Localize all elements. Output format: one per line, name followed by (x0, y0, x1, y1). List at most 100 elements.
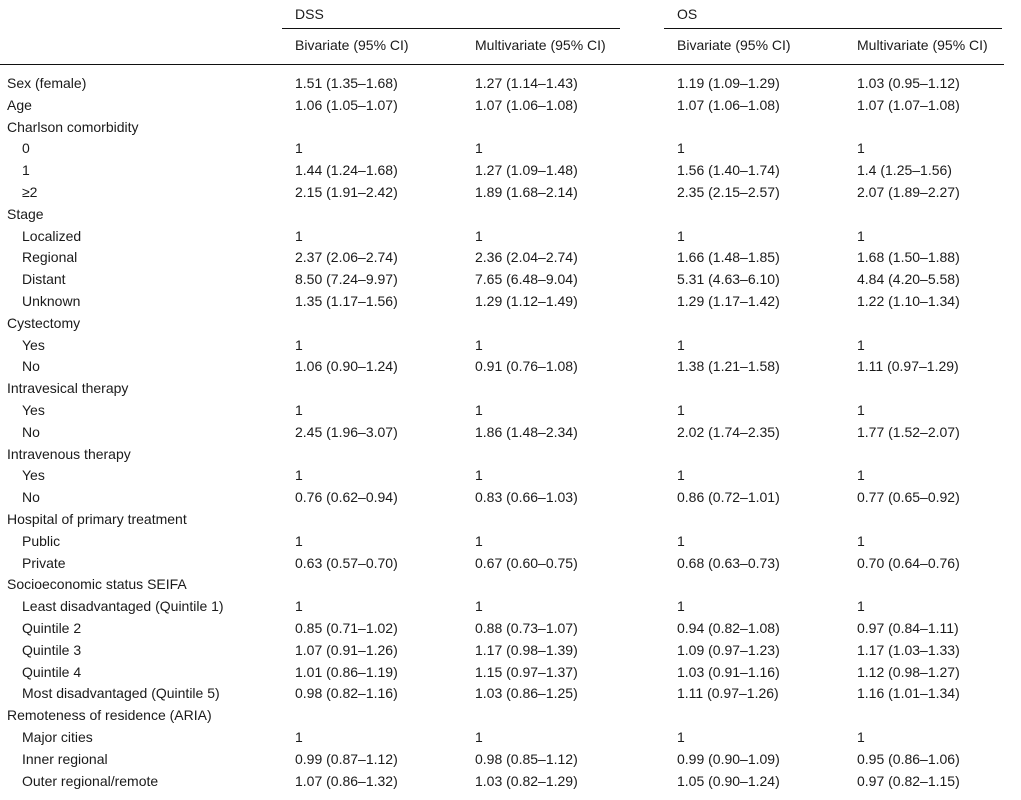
table-cell: 1.07 (1.06–1.08) (475, 97, 578, 113)
group-underline-dss (282, 28, 620, 29)
row-sublabel: Yes (22, 337, 45, 353)
table-cell: 0.88 (0.73–1.07) (475, 620, 578, 636)
table-cell: 2.35 (2.15–2.57) (677, 184, 780, 200)
table-cell: 1.27 (1.09–1.48) (475, 162, 578, 178)
table-cell: 1.03 (0.82–1.29) (475, 773, 578, 789)
table-cell: 2.02 (1.74–2.35) (677, 424, 780, 440)
table-cell: 1.29 (1.12–1.49) (475, 293, 578, 309)
table-cell: 0.91 (0.76–1.08) (475, 358, 578, 374)
table-cell: 1 (295, 402, 303, 418)
table-cell: 1 (857, 228, 865, 244)
table-cell: 1.22 (1.10–1.34) (857, 293, 960, 309)
table-cell: 1 (475, 598, 483, 614)
table-cell: 0.85 (0.71–1.02) (295, 620, 398, 636)
table-cell: 1.05 (0.90–1.24) (677, 773, 780, 789)
table-cell: 1.15 (0.97–1.37) (475, 664, 578, 680)
table-cell: 1 (857, 598, 865, 614)
table-cell: 1 (475, 402, 483, 418)
table-cell: 1.89 (1.68–2.14) (475, 184, 578, 200)
table-cell: 7.65 (6.48–9.04) (475, 271, 578, 287)
table-cell: 1 (295, 729, 303, 745)
row-sublabel: No (22, 358, 40, 374)
row-label: Intravenous therapy (7, 446, 131, 462)
table-cell: 2.36 (2.04–2.74) (475, 249, 578, 265)
table-cell: 1 (475, 140, 483, 156)
column-header: Bivariate (95% CI) (677, 37, 791, 53)
table-cell: 1.51 (1.35–1.68) (295, 75, 398, 91)
table-cell: 1.56 (1.40–1.74) (677, 162, 780, 178)
row-sublabel: Quintile 3 (22, 642, 82, 658)
table-cell: 1.12 (0.98–1.27) (857, 664, 960, 680)
table-cell: 0.99 (0.90–1.09) (677, 751, 780, 767)
table-cell: 0.99 (0.87–1.12) (295, 751, 398, 767)
table-cell: 1.86 (1.48–2.34) (475, 424, 578, 440)
row-label: Socioeconomic status SEIFA (7, 576, 187, 592)
table-cell: 1.35 (1.17–1.56) (295, 293, 398, 309)
table-cell: 1.68 (1.50–1.88) (857, 249, 960, 265)
table-cell: 1.07 (0.91–1.26) (295, 642, 398, 658)
table-cell: 1.44 (1.24–1.68) (295, 162, 398, 178)
table-cell: 1.03 (0.86–1.25) (475, 685, 578, 701)
row-label: Hospital of primary treatment (7, 511, 187, 527)
row-sublabel: Regional (22, 249, 78, 265)
row-sublabel: Most disadvantaged (Quintile 5) (22, 685, 220, 701)
table-cell: 2.45 (1.96–3.07) (295, 424, 398, 440)
row-sublabel: Quintile 4 (22, 664, 82, 680)
row-sublabel: Yes (22, 402, 45, 418)
table-cell: 1 (475, 729, 483, 745)
table-cell: 0.76 (0.62–0.94) (295, 489, 398, 505)
table-cell: 8.50 (7.24–9.97) (295, 271, 398, 287)
table-cell: 1.16 (1.01–1.34) (857, 685, 960, 701)
row-label: Cystectomy (7, 315, 81, 331)
row-sublabel: 0 (22, 140, 30, 156)
row-sublabel: Yes (22, 467, 45, 483)
table-cell: 1 (295, 533, 303, 549)
table-cell: 1 (857, 467, 865, 483)
table-cell: 1.19 (1.09–1.29) (677, 75, 780, 91)
row-sublabel: No (22, 424, 40, 440)
table-cell: 1 (475, 337, 483, 353)
table-cell: 1.17 (1.03–1.33) (857, 642, 960, 658)
row-sublabel: Private (22, 555, 66, 571)
row-sublabel: Inner regional (22, 751, 108, 767)
table-cell: 1 (295, 337, 303, 353)
table-cell: 1 (677, 337, 685, 353)
table-cell: 0.98 (0.82–1.16) (295, 685, 398, 701)
table-cell: 4.84 (4.20–5.58) (857, 271, 960, 287)
header-bottom-rule (0, 64, 1004, 65)
table-cell: 1 (295, 140, 303, 156)
table-cell: 1.66 (1.48–1.85) (677, 249, 780, 265)
table-cell: 1 (295, 228, 303, 244)
row-sublabel: Localized (22, 228, 82, 244)
row-sublabel: ≥2 (22, 184, 38, 200)
table-cell: 0.97 (0.82–1.15) (857, 773, 960, 789)
row-label: Age (7, 97, 32, 113)
group-header-dss: DSS (295, 6, 324, 22)
table-cell: 1 (295, 467, 303, 483)
table-cell: 1.07 (1.07–1.08) (857, 97, 960, 113)
row-sublabel: No (22, 489, 40, 505)
row-label: Stage (7, 206, 44, 222)
table-cell: 1 (677, 140, 685, 156)
table-cell: 1 (857, 729, 865, 745)
table-cell: 1.77 (1.52–2.07) (857, 424, 960, 440)
table-cell: 2.07 (1.89–2.27) (857, 184, 960, 200)
table-cell: 1.4 (1.25–1.56) (857, 162, 952, 178)
row-sublabel: Major cities (22, 729, 93, 745)
column-header: Multivariate (95% CI) (475, 37, 606, 53)
table-cell: 1.11 (0.97–1.29) (857, 358, 959, 374)
table-cell: 0.98 (0.85–1.12) (475, 751, 578, 767)
table-cell: 1.07 (1.06–1.08) (677, 97, 780, 113)
table-cell: 0.70 (0.64–0.76) (857, 555, 960, 571)
table-cell: 1.17 (0.98–1.39) (475, 642, 578, 658)
table-cell: 0.77 (0.65–0.92) (857, 489, 960, 505)
table-cell: 1 (677, 598, 685, 614)
table-cell: 1 (677, 467, 685, 483)
table-cell: 1 (475, 533, 483, 549)
table-cell: 1 (677, 228, 685, 244)
table-cell: 1 (677, 729, 685, 745)
table-cell: 1 (677, 533, 685, 549)
row-sublabel: Outer regional/remote (22, 773, 159, 789)
table-cell: 1.06 (1.05–1.07) (295, 97, 398, 113)
group-header-os: OS (677, 6, 698, 22)
